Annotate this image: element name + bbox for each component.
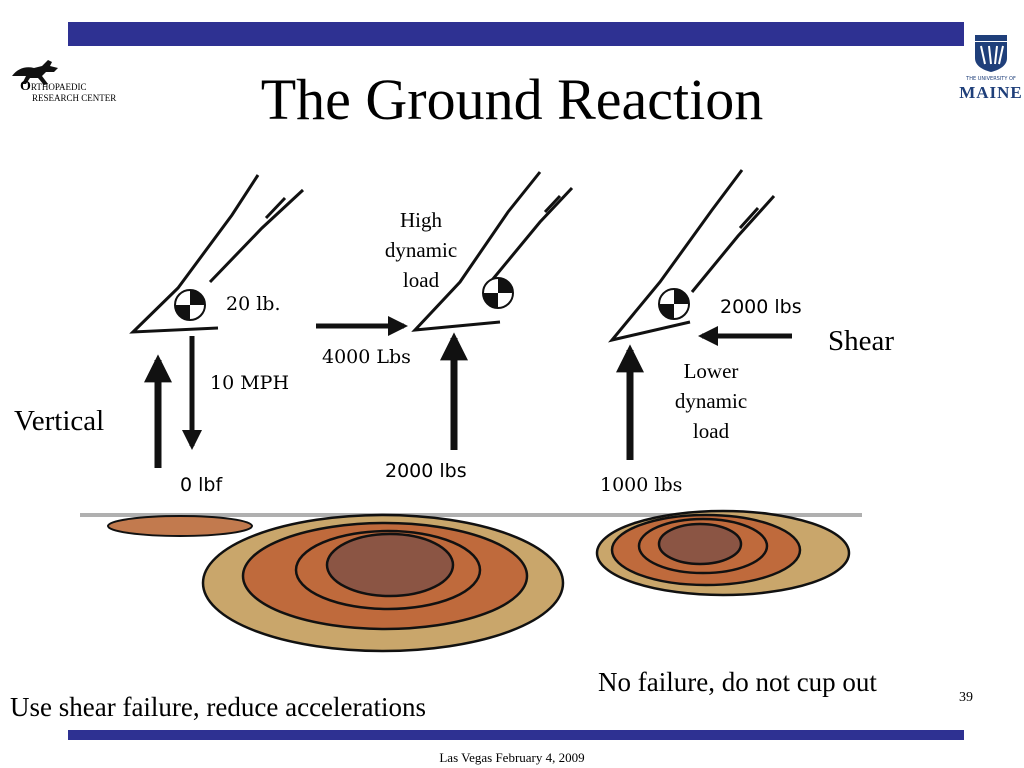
middle-center-of-mass-icon bbox=[482, 277, 514, 309]
left-center-of-mass-icon bbox=[174, 289, 206, 321]
high-note-line-1: High bbox=[400, 208, 442, 232]
left-hoof-outline bbox=[129, 174, 305, 334]
lower-note-line-2: dynamic bbox=[674, 389, 748, 413]
maine-seal-icon bbox=[975, 35, 1007, 72]
top-accent-bar bbox=[68, 22, 964, 46]
maine-logo-line-1: THE UNIVERSITY OF bbox=[966, 76, 1016, 82]
high-note-line-2: dynamic bbox=[384, 238, 458, 262]
middle-ground-disturbance bbox=[201, 513, 565, 653]
orthopaedic-research-center-logo: ORTHOPAEDIC RESEARCH CENTER bbox=[6, 58, 116, 108]
slide-title: The Ground Reaction bbox=[260, 67, 764, 132]
left-force-label: 0 lbf bbox=[180, 474, 223, 496]
bottom-accent-bar bbox=[68, 730, 964, 740]
left-ground-disturbance bbox=[107, 515, 253, 537]
lower-dynamic-load-note: Lower dynamic load bbox=[656, 356, 766, 446]
logo-line-2: ESEARCH CENTER bbox=[38, 93, 117, 103]
middle-hoof-outline bbox=[411, 171, 574, 332]
right-ground-disturbance bbox=[595, 509, 851, 597]
right-horizontal-force-label: 2000 lbs bbox=[720, 296, 802, 318]
bottom-right-caption: No failure, do not cup out bbox=[598, 667, 877, 697]
high-note-line-3: load bbox=[402, 268, 440, 292]
maine-logo-line-2: MAINE bbox=[959, 83, 1023, 102]
bottom-left-caption: Use shear failure, reduce accelerations bbox=[10, 692, 427, 722]
high-dynamic-load-note: High dynamic load bbox=[366, 205, 476, 295]
horse-icon bbox=[12, 60, 58, 85]
logo-line-1: RTHOPAEDIC bbox=[30, 82, 87, 92]
university-of-maine-logo: THE UNIVERSITY OF MAINE bbox=[958, 34, 1024, 104]
page-number: 39 bbox=[959, 690, 973, 705]
logo-initial-r: R bbox=[32, 93, 39, 103]
logo-initial-o: O bbox=[20, 79, 31, 94]
footer-text: Las Vegas February 4, 2009 bbox=[439, 750, 585, 765]
lower-note-line-1: Lower bbox=[683, 359, 739, 383]
right-center-of-mass-icon bbox=[658, 288, 690, 320]
lower-note-line-3: load bbox=[692, 419, 730, 443]
left-weight-label: 20 lb. bbox=[226, 293, 281, 315]
left-speed-label: 10 MPH bbox=[210, 372, 290, 394]
middle-horizontal-force-label: 4000 Lbs bbox=[322, 346, 411, 368]
middle-vertical-force-label: 2000 lbs bbox=[385, 460, 467, 482]
right-vertical-force-label: 1000 lbs bbox=[600, 474, 683, 496]
shear-label: Shear bbox=[828, 325, 895, 357]
vertical-label: Vertical bbox=[14, 405, 105, 437]
right-hoof-outline bbox=[608, 169, 776, 343]
